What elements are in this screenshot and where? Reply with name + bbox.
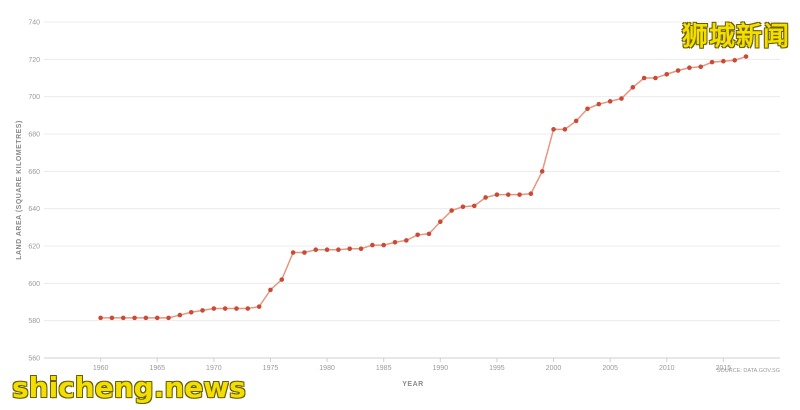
y-axis-title: LAND AREA (SQUARE KILOMETRES) — [16, 120, 23, 260]
data-point — [426, 231, 432, 237]
x-tick-label: 1990 — [433, 365, 449, 372]
data-point — [687, 65, 692, 71]
x-tick-label: 2005 — [602, 365, 618, 372]
data-point — [517, 192, 522, 197]
x-tick-label: 1965 — [149, 365, 165, 372]
land-area-line — [100, 55, 747, 319]
y-tick-label: 600 — [28, 281, 40, 288]
data-point — [641, 75, 647, 81]
data-point — [120, 315, 126, 321]
data-point — [460, 204, 466, 210]
data-point — [200, 308, 205, 313]
data-point — [290, 250, 296, 255]
data-point — [539, 169, 545, 174]
y-tick-label: 640 — [28, 206, 40, 213]
data-point — [222, 306, 228, 311]
grid-lines — [44, 21, 780, 362]
data-point — [596, 101, 602, 107]
data-point — [709, 59, 715, 65]
data-point — [166, 315, 171, 321]
data-point — [551, 127, 556, 132]
data-point — [471, 203, 477, 209]
data-point — [188, 309, 194, 315]
x-tick-label: 2010 — [659, 365, 675, 372]
data-point — [675, 68, 681, 73]
data-point — [404, 238, 409, 243]
data-point — [630, 85, 636, 90]
data-point — [664, 71, 670, 77]
data-point — [528, 191, 534, 197]
data-point — [494, 192, 500, 197]
y-tick-label: 660 — [28, 169, 40, 176]
data-point — [324, 247, 330, 253]
data-point — [347, 246, 353, 252]
data-point — [619, 96, 624, 101]
y-tick-label: 580 — [28, 318, 40, 325]
watermark-chinese: 狮城新闻 — [681, 22, 790, 52]
data-point — [177, 312, 183, 318]
data-point — [381, 242, 386, 248]
watermark-site: shicheng.news — [12, 371, 246, 404]
y-tick-label: 560 — [28, 356, 40, 363]
data-point — [370, 242, 375, 248]
y-tick-label: 620 — [28, 244, 40, 251]
data-point — [234, 306, 239, 311]
x-tick-label: 2015 — [716, 365, 732, 372]
y-axis-ticks: 560 580 600 620 640 660 680 700 720 740 — [28, 20, 40, 363]
data-point — [268, 287, 273, 293]
data-point — [302, 250, 307, 255]
y-tick-label: 680 — [28, 132, 40, 139]
x-tick-label: 1980 — [319, 365, 335, 372]
data-point — [653, 75, 658, 81]
y-tick-label: 740 — [28, 20, 40, 27]
data-point — [245, 306, 251, 311]
x-tick-label: 2000 — [546, 365, 562, 372]
x-tick-label: 1975 — [263, 365, 279, 372]
data-point — [279, 277, 285, 282]
data-point — [132, 315, 137, 321]
source-note: SOURCE: DATA.GOV.SG — [717, 368, 780, 374]
data-point — [732, 57, 738, 63]
data-point — [505, 192, 511, 197]
data-point — [573, 118, 579, 124]
x-tick-label: 1970 — [206, 365, 222, 372]
data-point — [698, 64, 704, 70]
data-point — [358, 246, 364, 252]
data-points — [98, 54, 749, 321]
x-axis-ticks: 1960 1965 1970 1975 1980 1985 1990 1995 2000 2005… — [93, 365, 731, 372]
data-point — [256, 304, 262, 309]
y-tick-label: 720 — [28, 57, 40, 64]
data-point — [607, 99, 613, 104]
data-point — [562, 127, 568, 132]
y-tick-label: 700 — [28, 94, 40, 101]
data-point — [143, 315, 149, 321]
data-point — [483, 195, 488, 200]
x-tick-label: 1960 — [93, 365, 109, 372]
data-point — [313, 247, 319, 253]
x-tick-label: 1995 — [489, 365, 505, 372]
data-point — [415, 232, 420, 238]
data-point — [98, 315, 103, 321]
x-axis-title: YEAR — [402, 381, 423, 388]
data-point — [211, 306, 217, 311]
data-point — [585, 106, 590, 112]
data-point — [449, 208, 454, 213]
data-point — [438, 219, 443, 225]
data-point — [154, 315, 160, 321]
data-point — [721, 58, 726, 64]
x-tick-label: 1985 — [376, 365, 392, 372]
data-point — [392, 239, 398, 245]
data-point — [109, 315, 115, 321]
data-point — [743, 54, 749, 59]
data-point — [336, 247, 341, 253]
